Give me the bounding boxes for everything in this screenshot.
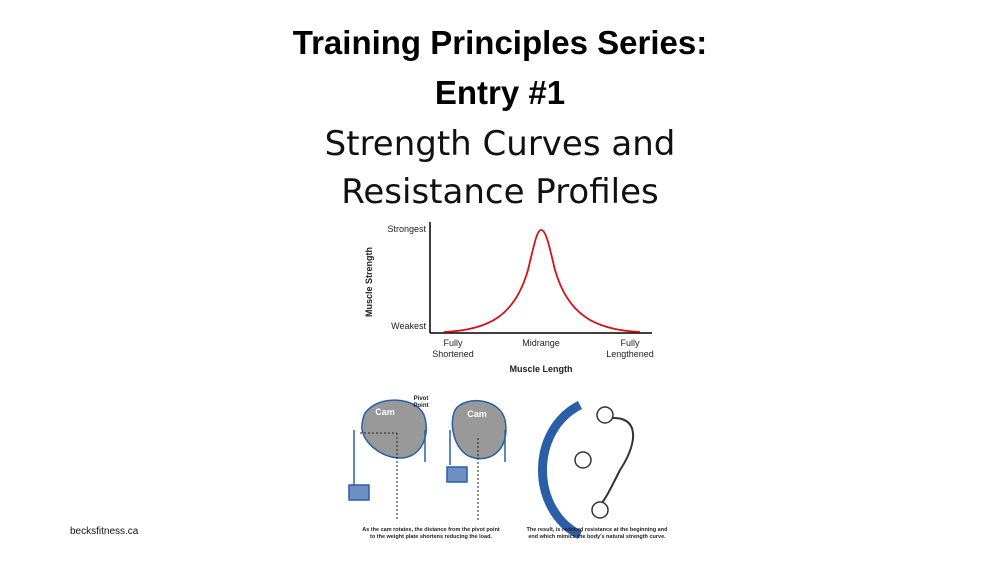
caption: to the weight plate shortens reducing th… [370,534,492,540]
strength-curve [443,229,641,333]
pivot-label: Point [414,403,429,409]
caption: end which mimics the body's natural stre… [528,534,666,540]
title-line: Training Principles Series: [293,24,707,61]
caption: The result, is reduced resistance at the… [527,527,668,533]
caption: As the cam rotates, the distance from th… [362,527,500,533]
x-label: Fully [443,338,463,348]
cam-diagram [348,399,634,540]
title-line: Entry #1 [435,74,565,111]
x-label: Lengthened [606,349,654,359]
x-label: Shortened [432,349,474,359]
strength-chart: Strongest Weakest Muscle Strength Fully … [364,222,654,374]
footer-site: becksfitness.ca [70,526,139,537]
x-axis-title: Muscle Length [509,364,572,374]
y-axis-title: Muscle Strength [364,247,374,317]
cam-label: Cam [375,407,395,417]
pivot-label: Pivot [414,396,429,402]
subtitle-line: Resistance Profiles [341,172,658,212]
subtitle-line: Strength Curves and [325,124,676,164]
cam-label: Cam [467,409,487,419]
y-label: Strongest [387,224,426,234]
x-label: Fully [620,338,640,348]
y-label: Weakest [391,321,426,331]
x-label: Midrange [522,338,560,348]
